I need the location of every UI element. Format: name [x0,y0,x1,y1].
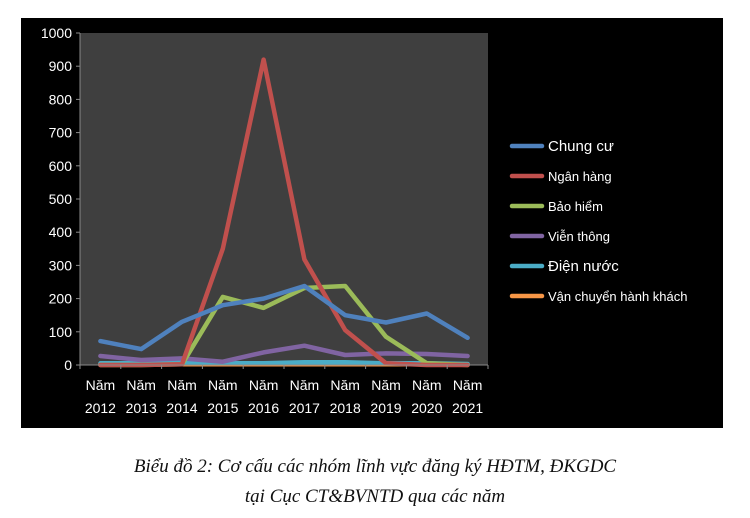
x-tick-label: 2015 [207,400,238,416]
chart-panel: 0 100 200 300 400 500 600 700 800 900 1000 Năm 2012 N… [21,18,723,428]
legend-label-2: Bảo hiểm [548,199,603,214]
y-tick-label: 600 [49,158,73,174]
x-tick-label: Năm [371,377,401,393]
x-tick-label: Năm [330,377,360,393]
y-tick-label: 200 [49,291,73,307]
y-tick-label: 300 [49,257,73,273]
x-tick-label: Năm [290,377,320,393]
x-tick-label: Năm [208,377,238,393]
x-tick-label: 2019 [370,400,401,416]
y-tick-label: 1000 [41,25,72,41]
legend-label-1: Ngân hàng [548,169,612,184]
legend-label-5: Vận chuyển hành khách [548,289,688,304]
x-tick-label: Năm [249,377,279,393]
x-tick-label: 2013 [126,400,157,416]
x-tick-label: Năm [453,377,483,393]
x-tick-label: Năm [167,377,197,393]
legend-label-0: Chung cư [548,138,614,155]
y-tick-label: 800 [49,91,73,107]
x-tick-label: 2018 [330,400,361,416]
y-tick-label: 500 [49,191,73,207]
x-tick-label: Năm [86,377,116,393]
legend-label-3: Viễn thông [548,229,610,244]
y-tick-label: 100 [49,324,73,340]
series-line-0 [98,283,470,352]
x-tick-label: 2020 [411,400,442,416]
x-tick-label: 2014 [166,400,197,416]
y-tick-label: 900 [49,58,73,74]
y-tick-label: 700 [49,125,73,141]
y-tick-label: 0 [64,357,72,373]
y-tick-label: 400 [49,224,73,240]
series-line-3 [98,343,470,364]
x-tick-label: Năm [412,377,442,393]
x-tick-label: 2017 [289,400,320,416]
x-tick-label: 2016 [248,400,279,416]
x-tick-label: 2021 [452,400,483,416]
figure-caption-line-2: tại Cục CT&BVNTD qua các năm [244,486,506,507]
legend-label-4: Điện nước [548,258,619,275]
x-tick-label: Năm [126,377,156,393]
x-tick-label: 2012 [85,400,116,416]
line-chart: 0 100 200 300 400 500 600 700 800 900 1000 Năm 2012 N… [41,25,688,416]
plot-area [80,33,488,365]
figure-caption-line-1: Biểu đồ 2: Cơ cấu các nhóm lĩnh vực đăng… [133,456,617,477]
